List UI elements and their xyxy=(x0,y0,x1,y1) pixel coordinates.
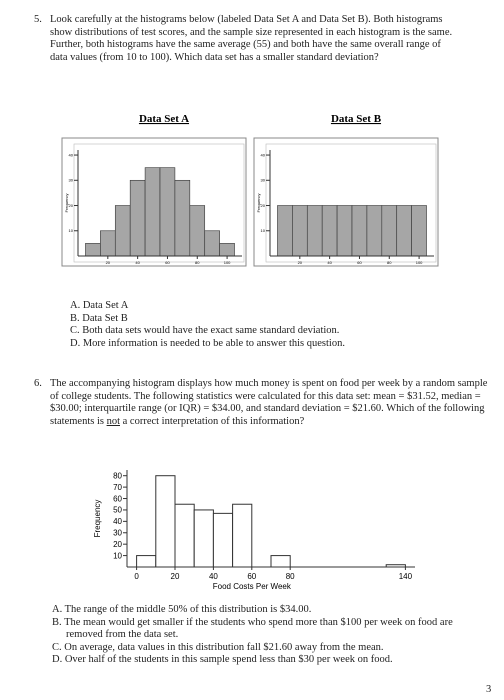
question-number: 6. xyxy=(34,378,42,389)
option: A. Data Set A xyxy=(70,300,129,311)
chart-title: Data Set B xyxy=(331,113,382,125)
question-text: The accompanying histogram displays how … xyxy=(50,378,490,428)
y-tick-label: 20 xyxy=(261,203,266,208)
x-tick-label: 40 xyxy=(135,260,140,265)
option: B. The mean would get smaller if the stu… xyxy=(52,616,453,641)
chart: Data Set A 10 20 30 40 20 40 60 80 100 Frequency xyxy=(61,113,247,267)
option: D. Over half of the students in this sam… xyxy=(52,654,393,665)
x-tick-label: 20 xyxy=(106,260,111,265)
plot-area xyxy=(265,143,437,263)
chart-title: Data Set A xyxy=(139,113,189,125)
y-tick-label: 20 xyxy=(113,540,122,549)
bar xyxy=(159,167,176,257)
bar xyxy=(204,230,220,257)
y-tick-label: 10 xyxy=(261,228,266,233)
bar xyxy=(336,205,353,257)
y-tick-label: 20 xyxy=(69,203,74,208)
bar xyxy=(306,205,323,257)
y-tick-label: 50 xyxy=(113,506,122,515)
y-tick-label: 30 xyxy=(69,178,74,183)
text: a correct interpretation of this informa… xyxy=(120,415,305,427)
bar xyxy=(411,205,427,257)
x-tick-label: 0 xyxy=(134,572,139,581)
x-tick-label: 80 xyxy=(286,572,295,581)
bar xyxy=(100,230,116,257)
bar xyxy=(212,512,234,568)
bar xyxy=(351,205,368,257)
bar xyxy=(174,179,191,257)
page-number: 3 xyxy=(486,684,492,695)
bar xyxy=(85,243,101,257)
y-tick-label: 80 xyxy=(113,472,122,481)
bar xyxy=(155,475,176,568)
text: The accompanying histogram displays how … xyxy=(50,378,488,427)
option: C. Both data sets would have the exact s… xyxy=(70,325,340,336)
y-axis-label: Frequency xyxy=(64,194,69,213)
y-tick-label: 60 xyxy=(113,494,122,503)
bar xyxy=(219,243,235,257)
option: D. More information is needed to be able… xyxy=(70,337,345,349)
chart: Data Set B 10 20 30 40 20 40 60 80 100 Frequency xyxy=(253,113,439,267)
options: A. Data Set A B. Data Set B C. Both data… xyxy=(70,300,470,350)
x-tick-label: 80 xyxy=(387,260,392,265)
x-tick-label: 100 xyxy=(416,260,423,265)
x-axis-label: Food Costs Per Week xyxy=(213,582,292,591)
y-tick-label: 70 xyxy=(113,483,122,492)
bar xyxy=(292,205,308,257)
bar xyxy=(136,555,157,568)
plot-area xyxy=(73,143,245,263)
bar xyxy=(396,205,412,257)
x-tick-label: 20 xyxy=(298,260,303,265)
bar xyxy=(366,205,383,257)
x-tick-label: 40 xyxy=(327,260,332,265)
y-axis-label: Frequency xyxy=(256,194,261,213)
x-tick-label: 140 xyxy=(399,572,413,581)
option: C. On average, data values in this distr… xyxy=(52,641,384,653)
y-axis-label: Frequency xyxy=(93,500,102,538)
bar xyxy=(189,205,206,257)
option: B. Data Set B xyxy=(70,312,128,324)
bar xyxy=(270,555,291,568)
x-tick-label: 20 xyxy=(171,572,180,581)
frame xyxy=(61,137,247,267)
bar xyxy=(232,503,253,568)
bar xyxy=(114,205,131,257)
question-number: 5. xyxy=(34,14,42,25)
y-tick-label: 10 xyxy=(69,228,74,233)
frame xyxy=(253,137,439,267)
y-tick-label: 40 xyxy=(261,152,266,157)
bar xyxy=(193,509,214,568)
bar xyxy=(277,205,293,257)
chart: 10 20 30 40 50 60 70 80 0 20 40 60 80 140 Frequency Foo… xyxy=(93,470,415,591)
bar xyxy=(321,205,338,257)
x-tick-label: 80 xyxy=(195,260,200,265)
bar xyxy=(144,167,161,257)
x-tick-label: 100 xyxy=(224,260,231,265)
y-tick-label: 10 xyxy=(113,551,122,560)
x-tick-label: 40 xyxy=(209,572,218,581)
x-tick-label: 60 xyxy=(165,260,170,265)
underlined-text: not xyxy=(106,415,120,427)
x-tick-label: 60 xyxy=(357,260,362,265)
y-tick-label: 40 xyxy=(113,517,122,526)
bar xyxy=(381,205,398,257)
y-tick-label: 30 xyxy=(113,529,122,538)
options: A. The range of the middle 50% of this d… xyxy=(52,604,472,667)
y-tick-label: 30 xyxy=(261,178,266,183)
question-text: Look carefully at the histograms below (… xyxy=(50,14,453,63)
bar xyxy=(129,179,146,257)
option: A. The range of the middle 50% of this d… xyxy=(52,604,312,615)
x-tick-label: 60 xyxy=(247,572,256,581)
bar xyxy=(174,503,195,568)
y-tick-label: 40 xyxy=(69,152,74,157)
